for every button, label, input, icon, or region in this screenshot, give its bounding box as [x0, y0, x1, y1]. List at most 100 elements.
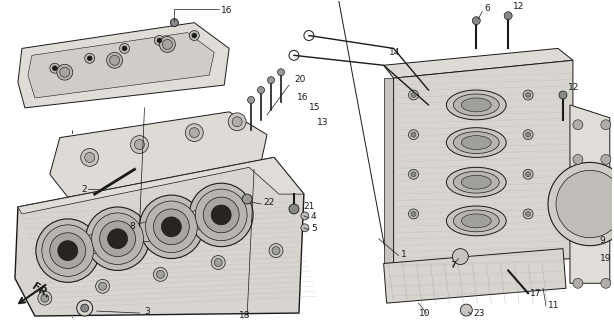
Circle shape — [258, 87, 265, 93]
Circle shape — [77, 300, 93, 316]
Circle shape — [134, 140, 144, 149]
Circle shape — [155, 36, 165, 45]
Circle shape — [171, 19, 178, 27]
Circle shape — [573, 120, 583, 130]
Text: 21: 21 — [303, 202, 314, 211]
Ellipse shape — [453, 171, 499, 193]
Polygon shape — [384, 78, 394, 268]
Circle shape — [57, 64, 72, 80]
Circle shape — [120, 44, 130, 53]
Circle shape — [188, 210, 208, 230]
Circle shape — [228, 113, 246, 131]
Circle shape — [107, 229, 128, 249]
Circle shape — [411, 172, 416, 177]
Circle shape — [211, 256, 225, 269]
Circle shape — [99, 282, 107, 290]
Polygon shape — [384, 249, 566, 303]
Text: FR.: FR. — [30, 281, 52, 300]
Circle shape — [272, 247, 280, 255]
Text: 3: 3 — [144, 307, 150, 316]
Circle shape — [110, 55, 120, 65]
Circle shape — [85, 234, 104, 253]
Circle shape — [58, 241, 78, 260]
Ellipse shape — [461, 98, 491, 112]
Circle shape — [38, 291, 52, 305]
Polygon shape — [18, 157, 304, 214]
Circle shape — [42, 225, 94, 276]
Circle shape — [161, 217, 181, 237]
Circle shape — [526, 212, 530, 216]
Circle shape — [301, 212, 309, 220]
Text: 18: 18 — [239, 311, 251, 320]
Circle shape — [41, 294, 49, 302]
Ellipse shape — [453, 94, 499, 116]
Circle shape — [301, 224, 309, 232]
Circle shape — [203, 197, 239, 233]
Ellipse shape — [446, 90, 506, 120]
Circle shape — [601, 120, 611, 130]
Text: 16: 16 — [297, 93, 308, 102]
Circle shape — [278, 69, 284, 76]
Circle shape — [526, 132, 530, 137]
Polygon shape — [50, 112, 267, 197]
Circle shape — [107, 52, 123, 68]
Text: 6: 6 — [484, 4, 490, 13]
Text: 9: 9 — [600, 236, 605, 245]
Ellipse shape — [461, 175, 491, 189]
Circle shape — [523, 130, 533, 140]
Text: 13: 13 — [317, 118, 328, 127]
Circle shape — [96, 279, 110, 293]
Circle shape — [50, 233, 86, 268]
Text: 16: 16 — [221, 6, 233, 15]
Text: 15: 15 — [309, 103, 321, 112]
Circle shape — [154, 209, 189, 245]
Circle shape — [232, 117, 242, 127]
Circle shape — [157, 38, 162, 43]
Polygon shape — [384, 48, 573, 78]
Ellipse shape — [461, 214, 491, 228]
Circle shape — [139, 195, 203, 259]
Ellipse shape — [453, 210, 499, 232]
Circle shape — [548, 162, 614, 246]
Circle shape — [523, 90, 533, 100]
Circle shape — [601, 278, 611, 288]
Circle shape — [214, 259, 222, 267]
Circle shape — [556, 170, 614, 238]
Circle shape — [408, 130, 419, 140]
Circle shape — [504, 12, 512, 20]
Text: 12: 12 — [568, 83, 580, 92]
Text: 7: 7 — [451, 261, 456, 270]
Circle shape — [146, 201, 197, 252]
Text: 11: 11 — [548, 301, 559, 310]
Text: 23: 23 — [473, 309, 484, 318]
Ellipse shape — [453, 132, 499, 154]
Circle shape — [189, 128, 200, 138]
Circle shape — [36, 219, 99, 282]
Polygon shape — [570, 105, 610, 283]
Polygon shape — [394, 60, 573, 268]
Circle shape — [411, 92, 416, 98]
Circle shape — [247, 97, 255, 103]
Text: 20: 20 — [294, 75, 305, 84]
Circle shape — [80, 304, 88, 312]
Circle shape — [453, 249, 468, 264]
Circle shape — [85, 53, 95, 63]
Circle shape — [408, 169, 419, 179]
Text: 1: 1 — [400, 250, 406, 259]
Circle shape — [189, 31, 200, 41]
Circle shape — [163, 39, 173, 49]
Circle shape — [85, 153, 95, 162]
Circle shape — [87, 56, 92, 61]
Circle shape — [99, 221, 136, 257]
Circle shape — [411, 212, 416, 216]
Polygon shape — [18, 23, 229, 108]
Circle shape — [185, 124, 203, 141]
Circle shape — [157, 270, 165, 278]
Circle shape — [160, 36, 176, 52]
Circle shape — [408, 209, 419, 219]
Circle shape — [268, 77, 274, 84]
Circle shape — [242, 194, 252, 204]
Circle shape — [195, 189, 247, 241]
Circle shape — [122, 46, 127, 51]
Circle shape — [601, 155, 611, 164]
